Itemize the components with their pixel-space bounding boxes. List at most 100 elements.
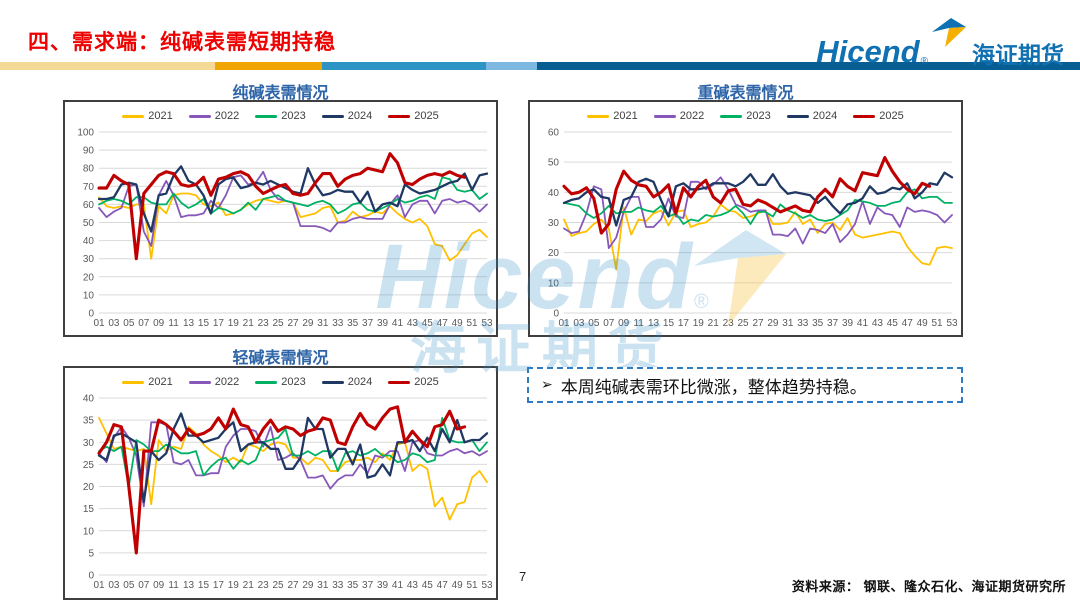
legend-label-2023: 2023 [281, 110, 306, 122]
legend-label-2024: 2024 [347, 110, 373, 122]
bar-segment-lightblue [486, 62, 537, 70]
legend-item-2023: 2023 [255, 376, 306, 388]
legend-swatch-2023 [255, 380, 278, 384]
series-2022-line [563, 176, 953, 249]
series-2023-line [98, 416, 488, 488]
x-tick-label: 21 [243, 318, 255, 329]
legend-label-2022: 2022 [214, 110, 240, 122]
y-tick-label: 10 [548, 278, 560, 289]
legend-label-2024: 2024 [347, 376, 373, 388]
legend-label-2021: 2021 [148, 110, 173, 122]
x-tick-label: 01 [93, 580, 105, 591]
y-tick-label: 60 [548, 128, 560, 139]
x-tick-label: 19 [228, 318, 240, 329]
x-tick-label: 05 [123, 318, 135, 329]
chart-panel-heavy-soda: 2021 2022 2023 2024 2025 0 10 20 30 40 50 60 01 03 05… [528, 100, 963, 337]
series-2023-line [98, 176, 488, 215]
legend-label-2021: 2021 [148, 376, 173, 388]
bar-segment-gold [0, 62, 215, 70]
x-tick-label: 53 [481, 318, 493, 329]
x-tick-label: 27 [287, 580, 299, 591]
legend-swatch-2025 [388, 114, 411, 118]
x-tick-label: 15 [198, 318, 210, 329]
y-tick-label: 15 [83, 504, 95, 515]
x-tick-label: 49 [917, 318, 929, 329]
x-tick-label: 01 [93, 318, 105, 329]
x-tick-label: 17 [213, 318, 225, 329]
y-tick-label: 0 [88, 571, 94, 582]
x-tick-label: 53 [946, 318, 958, 329]
bar-segment-orange [215, 62, 322, 70]
legend-swatch-2025 [853, 114, 876, 118]
x-tick-label: 41 [392, 318, 404, 329]
legend-item-2021: 2021 [122, 376, 173, 388]
x-tick-label: 31 [317, 318, 329, 329]
y-tick-label: 5 [88, 548, 94, 559]
legend-item-2022: 2022 [188, 110, 240, 122]
legend-swatch-2024 [321, 114, 344, 118]
legend-item-2023: 2023 [255, 110, 306, 122]
y-tick-label: 30 [83, 438, 95, 449]
x-tick-label: 43 [407, 580, 419, 591]
x-tick-label: 29 [302, 318, 314, 329]
x-tick-label: 11 [168, 580, 179, 591]
y-tick-label: 50 [548, 158, 560, 169]
y-tick-label: 40 [548, 188, 560, 199]
x-tick-label: 47 [902, 318, 914, 329]
series-2025-line [97, 405, 467, 555]
series-2022-line [98, 170, 488, 247]
y-tick-label: 0 [553, 309, 559, 320]
x-tick-label: 09 [153, 580, 165, 591]
note-bullet-arrow-icon: ➢ [541, 377, 553, 393]
legend-swatch-2023 [255, 114, 278, 118]
legend-item-2025: 2025 [388, 376, 439, 388]
x-tick-label: 35 [812, 318, 824, 329]
x-tick-label: 23 [258, 580, 270, 591]
y-tick-label: 10 [83, 290, 95, 301]
x-tick-label: 15 [198, 580, 210, 591]
chart-panel-light-soda: 2021 2022 2023 2024 2025 0 5 10 15 20 25 30 35 40 01 0… [63, 366, 498, 600]
x-tick-label: 13 [648, 318, 660, 329]
legend-item-2021: 2021 [122, 110, 173, 122]
legend-label-2022: 2022 [214, 376, 240, 388]
legend-swatch-2022 [188, 114, 211, 118]
x-tick-label: 27 [287, 318, 299, 329]
x-tick-label: 41 [392, 580, 404, 591]
y-tick-label: 40 [83, 236, 95, 247]
x-tick-label: 29 [767, 318, 779, 329]
series-2023-line [563, 188, 953, 225]
y-tick-label: 100 [77, 128, 94, 139]
legend-label-2021: 2021 [613, 110, 638, 122]
legend-item-2024: 2024 [321, 376, 373, 388]
series-2025-line [97, 152, 467, 261]
y-tick-label: 20 [548, 248, 560, 259]
x-tick-label: 35 [347, 580, 359, 591]
chart-plot-soda-ash: 0 10 20 30 40 50 60 70 80 90 100 01 03 05 07 09 11 13 15 17… [77, 128, 493, 330]
x-tick-label: 11 [168, 318, 179, 329]
x-tick-label: 21 [243, 580, 255, 591]
legend-label-2025: 2025 [879, 110, 904, 122]
x-tick-label: 39 [842, 318, 854, 329]
x-tick-label: 51 [467, 318, 479, 329]
x-tick-label: 37 [362, 580, 374, 591]
y-tick-label: 10 [83, 526, 95, 537]
legend-swatch-2023 [720, 114, 743, 118]
y-tick-label: 40 [83, 394, 95, 405]
legend-label-2025: 2025 [414, 110, 439, 122]
x-tick-label: 09 [153, 318, 165, 329]
logo-registered-mark: ® [920, 56, 928, 67]
x-tick-label: 11 [633, 318, 644, 329]
x-tick-label: 13 [183, 580, 195, 591]
legend-label-2023: 2023 [281, 376, 306, 388]
x-tick-label: 19 [228, 580, 240, 591]
source-text: 资料来源： 钢联、隆众石化、海证期货研究所 [791, 579, 1066, 594]
y-tick-label: 70 [83, 182, 95, 193]
x-tick-label: 33 [332, 580, 344, 591]
chart-legend: 2021 2022 2023 2024 2025 [530, 108, 961, 124]
x-tick-label: 35 [347, 318, 359, 329]
x-tick-label: 45 [887, 318, 899, 329]
x-tick-label: 37 [827, 318, 839, 329]
legend-label-2022: 2022 [679, 110, 705, 122]
